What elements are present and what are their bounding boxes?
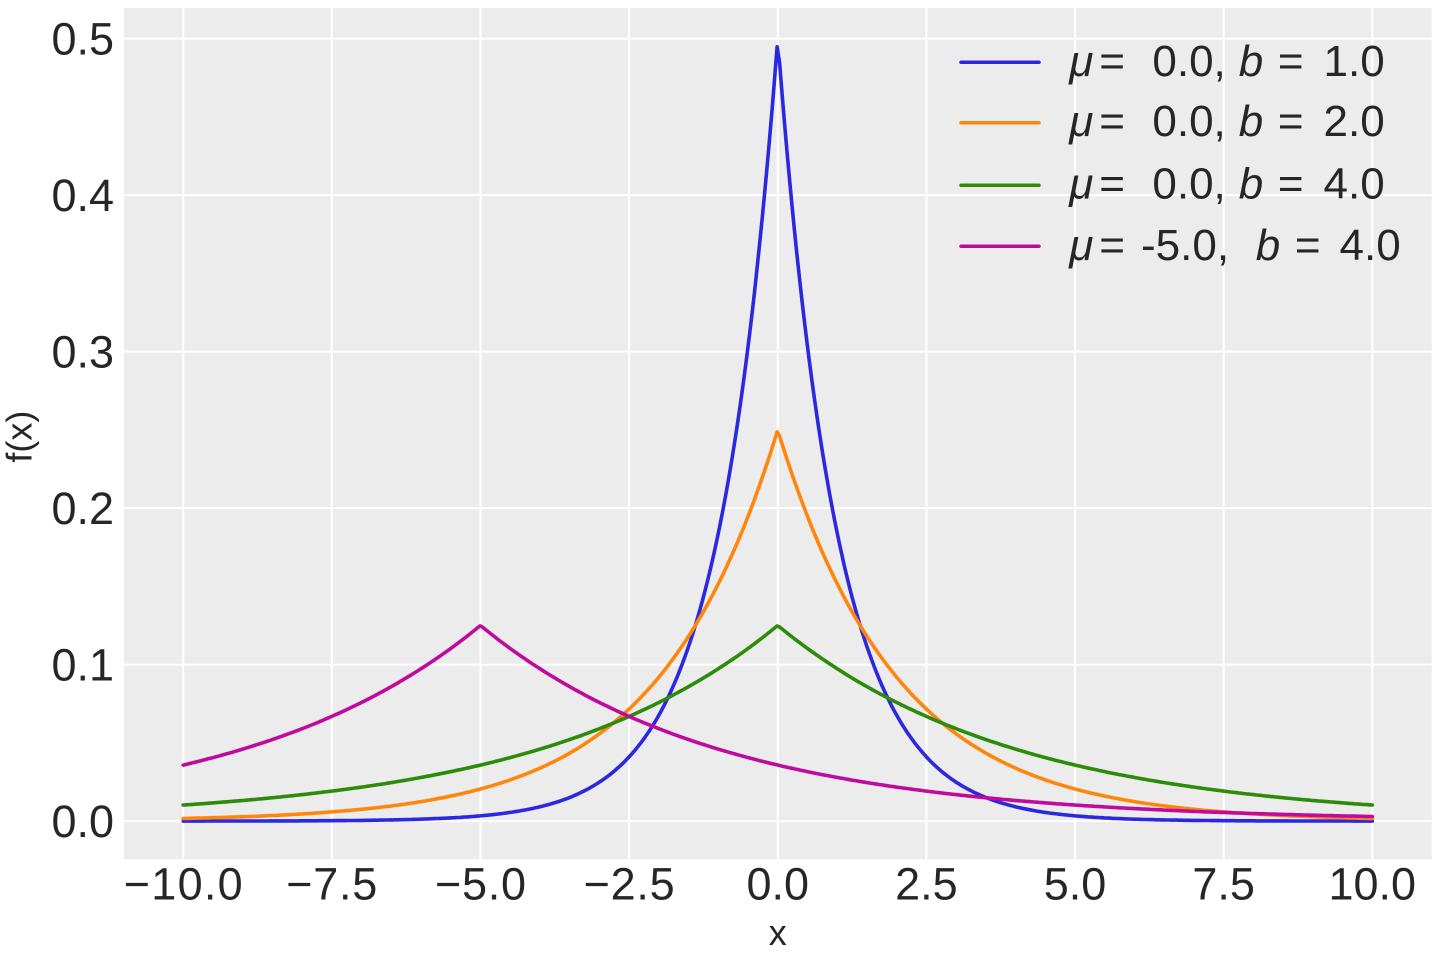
svg-text:10.0: 10.0 xyxy=(1329,859,1417,910)
svg-text:5.0: 5.0 xyxy=(1044,859,1107,910)
svg-text:−2.5: −2.5 xyxy=(584,859,675,910)
svg-text:−10.0: −10.0 xyxy=(124,859,243,910)
svg-text:0.2: 0.2 xyxy=(51,483,114,534)
svg-text:−5.0: −5.0 xyxy=(435,859,526,910)
svg-text:0.0: 0.0 xyxy=(51,796,114,847)
svg-text:μ=0.0,b=1.0: μ = 0.0, b = 1.0 xyxy=(1068,37,1384,86)
svg-text:μ=0.0,b=2.0: μ = 0.0, b = 2.0 xyxy=(1068,97,1384,146)
svg-text:7.5: 7.5 xyxy=(1192,859,1255,910)
svg-text:0.3: 0.3 xyxy=(51,327,114,378)
svg-text:−7.5: −7.5 xyxy=(286,859,377,910)
svg-text:f(x): f(x) xyxy=(0,411,39,463)
svg-text:μ=-5.0,b=4.0: μ = -5.0, b = 4.0 xyxy=(1068,221,1400,270)
svg-text:2.5: 2.5 xyxy=(895,859,958,910)
svg-text:0.1: 0.1 xyxy=(51,640,114,691)
svg-text:x: x xyxy=(769,912,787,953)
svg-text:0.4: 0.4 xyxy=(51,170,114,221)
svg-text:0.0: 0.0 xyxy=(747,859,810,910)
svg-text:μ=0.0,b=4.0: μ = 0.0, b = 4.0 xyxy=(1068,160,1384,209)
svg-text:0.5: 0.5 xyxy=(51,14,114,65)
